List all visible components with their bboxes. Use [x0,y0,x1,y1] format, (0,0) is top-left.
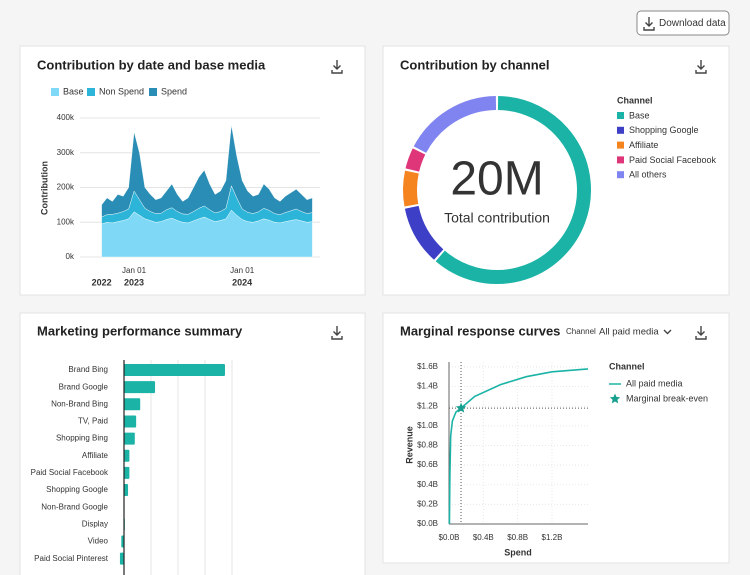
x-year-label: 2024 [232,277,252,287]
x-year-label: 2023 [124,277,144,287]
y-tick-label: 400k [57,113,75,122]
y-tick-label: $0.2B [417,499,438,508]
category-label: Non-Brand Bing [51,399,108,408]
bar [124,398,141,411]
legend-label: All others [629,170,667,180]
donut-segment [404,205,444,260]
legend-title: Channel [617,95,653,105]
legend-swatch [617,126,624,134]
legend-marker [609,393,621,404]
category-label: Affiliate [82,451,109,460]
category-label: Shopping Bing [56,434,108,443]
legend-label: All paid media [626,378,683,388]
category-label: TV, Paid [78,417,108,426]
category-label: Paid Social Facebook [31,468,109,477]
legend-swatch [149,88,157,96]
center-label: Total contribution [444,210,550,226]
y-axis-label: Revenue [404,426,414,464]
bar [124,466,130,479]
legend-label: Base [629,110,650,120]
y-tick-label: 0k [66,252,75,261]
x-year-label: 2022 [92,277,112,287]
filter-value[interactable]: All paid media [599,327,659,338]
x-tick-label: $0.8B [507,533,528,542]
marker [455,402,467,413]
bar [124,415,137,428]
y-tick-label: $0.0B [417,519,438,528]
y-tick-label: $1.4B [417,382,438,391]
x-tick-label: Jan 01 [122,266,147,275]
legend-swatch [617,171,624,179]
bar [124,449,130,462]
donut-segment [413,96,497,154]
category-label: Non-Brand Google [41,502,108,511]
bar [124,381,156,394]
donut-segment [405,148,426,172]
legend-swatch [51,88,59,96]
bar [124,484,129,497]
chart-title: Marginal response curves [400,323,560,338]
legend-label: Paid Social Facebook [629,155,717,165]
legend-swatch [87,88,95,96]
category-label: Brand Google [59,382,109,391]
button-label[interactable]: Download data [659,18,726,29]
dropdown-chevron[interactable] [663,329,672,335]
category-label: Brand Bing [68,365,108,374]
bar [121,535,124,548]
chart-title: Contribution by date and base media [37,57,266,72]
legend-title: Channel [609,361,645,371]
x-tick-label: Jan 01 [230,266,255,275]
download-icon[interactable] [643,17,655,31]
legend-label: Affiliate [629,140,658,150]
legend-label: Shopping Google [629,125,699,135]
bar [119,552,124,565]
y-axis-label: Contribution [39,161,49,215]
bar [124,364,225,376]
download-icon[interactable] [331,326,343,340]
y-tick-label: $1.0B [417,421,438,430]
y-tick-label: $1.6B [417,362,438,371]
y-tick-label: 200k [57,183,75,192]
chart-title: Contribution by channel [400,57,550,72]
download-icon[interactable] [695,326,707,340]
y-tick-label: $0.8B [417,441,438,450]
download-icon[interactable] [331,60,343,74]
category-label: Video [88,537,109,546]
area [101,124,313,218]
x-tick-label: $0.4B [473,533,494,542]
category-label: Display [82,519,108,528]
center-value: 20M [450,153,543,206]
panel [19,312,366,575]
legend-swatch [617,141,624,149]
y-tick-label: $0.6B [417,460,438,469]
x-tick-label: $0.0B [439,533,460,542]
x-tick-label: $1.2B [542,533,563,542]
category-label: Paid Social Pinterest [34,554,109,563]
chart-title: Marketing performance summary [37,323,243,338]
y-tick-label: 100k [57,217,75,226]
download-icon[interactable] [695,60,707,74]
download-button[interactable]: Download data [636,10,730,36]
legend-swatch [617,112,624,119]
donut-segment [403,170,419,207]
legend-label: Marginal break-even [626,393,708,403]
filter-label: Channel [566,327,596,336]
legend-label: Non Spend [99,86,144,96]
legend-label: Spend [161,86,187,96]
legend-label: Base [63,86,84,96]
category-label: Shopping Google [46,485,108,494]
panel [382,312,730,564]
x-axis-label: Spend [504,547,532,557]
donut-segment [435,96,591,284]
legend-swatch [617,156,624,164]
button-frame[interactable] [636,10,730,36]
y-tick-label: 300k [57,148,75,157]
y-tick-label: $1.2B [417,401,438,410]
bar [124,432,135,445]
y-tick-label: $0.4B [417,480,438,489]
